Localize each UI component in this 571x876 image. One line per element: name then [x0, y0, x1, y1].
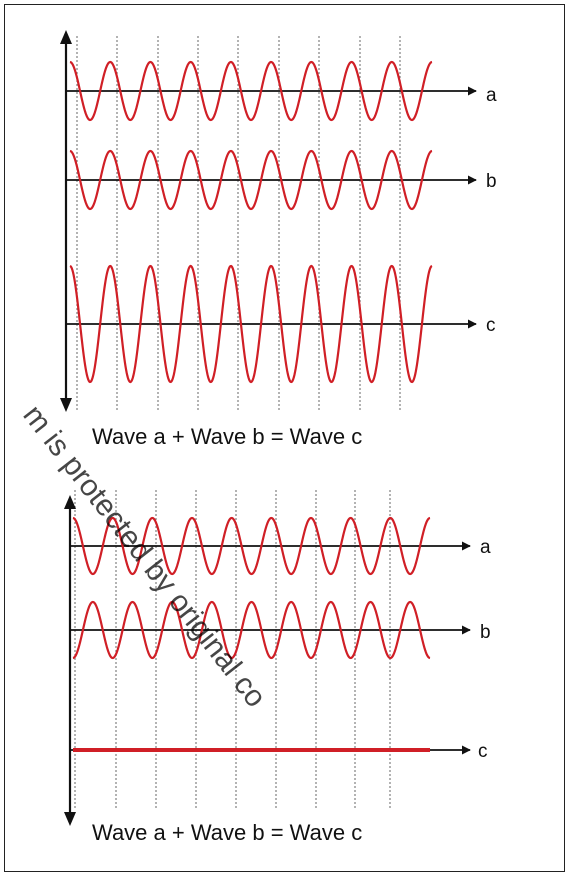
arrowhead-up [64, 495, 76, 509]
caption-constructive: Wave a + Wave b = Wave c [92, 424, 362, 449]
wave-a [72, 516, 431, 576]
wave-label-b: b [486, 171, 497, 192]
wave-a [69, 60, 433, 122]
wave-c [69, 264, 433, 384]
arrowhead-up [60, 30, 72, 44]
arrowhead-down [60, 398, 72, 412]
figure-frame [4, 4, 565, 872]
arrowhead-down [64, 812, 76, 826]
caption-destructive: Wave a + Wave b = Wave c [92, 820, 362, 845]
wave-label-c: c [486, 315, 496, 336]
wave-label-b: b [480, 622, 491, 643]
wave-b [69, 149, 433, 211]
wave-label-c: c [478, 741, 488, 762]
destructive-panel [64, 490, 471, 826]
wave-b [72, 600, 431, 660]
wave-label-a: a [486, 85, 497, 106]
wave-label-a: a [480, 537, 491, 558]
constructive-panel [60, 30, 477, 412]
